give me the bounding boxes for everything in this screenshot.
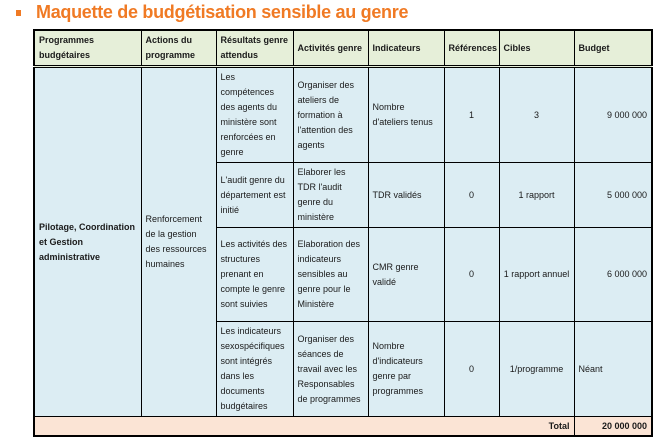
indicateur-cell: TDR validés — [367, 162, 445, 228]
header-activites: Activités genre — [292, 29, 369, 68]
budget-cell: 9 000 000 — [573, 66, 653, 163]
header-cibles: Cibles — [498, 29, 575, 68]
header-programmes: Programmes budgétaires — [33, 29, 142, 68]
table-row: L'audit genre du département est initié … — [34, 162, 653, 228]
bullet-icon — [16, 10, 21, 16]
resultat-cell: Les compétences des agents du ministère … — [215, 66, 294, 163]
header-resultats: Résultats genre attendus — [215, 29, 294, 68]
activite-cell: Elaborer les TDR l'audit genre du minist… — [292, 162, 369, 228]
reference-cell: 0 — [443, 321, 500, 417]
reference-cell: 1 — [443, 66, 500, 163]
total-label: Total — [33, 416, 575, 437]
action-cell: Renforcement de la gestion des ressource… — [140, 66, 217, 417]
indicateur-cell: Nombre d'ateliers tenus — [367, 66, 445, 163]
budget-cell: 6 000 000 — [573, 227, 653, 322]
budget-cell: Néant — [573, 321, 653, 417]
table-row: Pilotage, Coordination et Gestion admini… — [33, 66, 653, 417]
header-actions: Actions du programme — [140, 29, 217, 68]
activite-cell: Organiser des ateliers de formation à l'… — [292, 66, 369, 163]
resultat-cell: Les activités des structures prenant en … — [215, 227, 294, 322]
header-budget: Budget — [573, 29, 653, 68]
total-row: Total 20 000 000 — [33, 416, 653, 437]
reference-cell: 0 — [443, 162, 500, 228]
cible-cell: 3 — [498, 66, 575, 163]
activite-cell: Elaboration des indicateurs sensibles au… — [292, 227, 369, 322]
header-references: Références — [443, 29, 500, 68]
indicateur-cell: CMR genre validé — [367, 227, 445, 322]
table-row: Les activités des structures prenant en … — [34, 227, 653, 322]
budget-cell: 5 000 000 — [573, 162, 653, 228]
reference-cell: 0 — [443, 227, 500, 322]
table-row: Les indicateurs sexospécifiques sont int… — [34, 321, 653, 417]
resultat-cell: L'audit genre du département est initié — [215, 162, 294, 228]
header-row: Programmes budgétaires Actions du progra… — [33, 29, 653, 68]
budget-table: Programmes budgétaires Actions du progra… — [33, 29, 653, 437]
activite-cell: Organiser des séances de travail avec le… — [292, 321, 369, 417]
title-row: Maquette de budgétisation sensible au ge… — [0, 0, 664, 28]
page-title: Maquette de budgétisation sensible au ge… — [36, 2, 409, 22]
indicateur-cell: Nombre d'indicateurs genre par programme… — [367, 321, 445, 417]
cible-cell: 1 rapport — [498, 162, 575, 228]
header-indicateurs: Indicateurs — [367, 29, 445, 68]
cible-cell: 1/programme — [498, 321, 575, 417]
total-value: 20 000 000 — [573, 416, 653, 437]
resultat-cell: Les indicateurs sexospécifiques sont int… — [215, 321, 294, 417]
cible-cell: 1 rapport annuel — [498, 227, 575, 322]
programme-cell: Pilotage, Coordination et Gestion admini… — [33, 66, 142, 417]
